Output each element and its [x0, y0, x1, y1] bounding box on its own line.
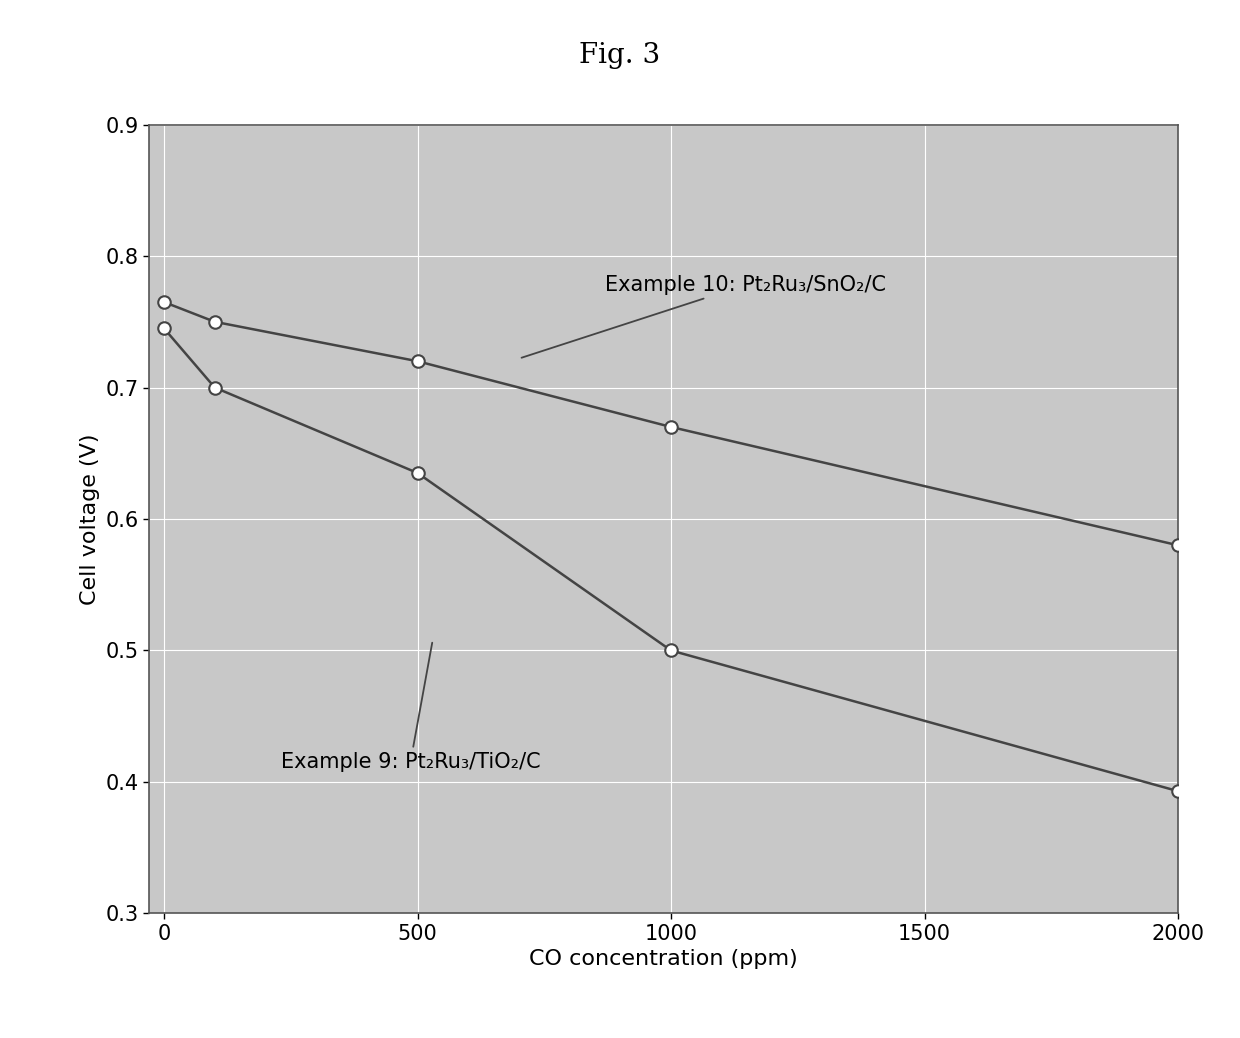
X-axis label: CO concentration (ppm): CO concentration (ppm)	[529, 950, 797, 969]
Y-axis label: Cell voltage (V): Cell voltage (V)	[79, 433, 99, 605]
Text: Fig. 3: Fig. 3	[579, 42, 661, 69]
Text: Example 9: Pt₂Ru₃/TiO₂/C: Example 9: Pt₂Ru₃/TiO₂/C	[280, 643, 541, 772]
Text: Example 10: Pt₂Ru₃/SnO₂/C: Example 10: Pt₂Ru₃/SnO₂/C	[522, 275, 887, 358]
